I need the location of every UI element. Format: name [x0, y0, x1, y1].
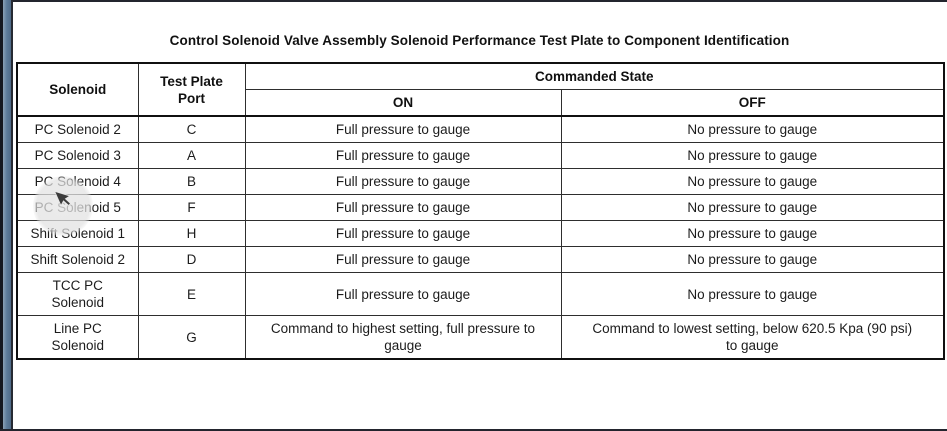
cell-test-plate-port: B: [137, 168, 246, 195]
cell-on-state: Command to highest setting, full pressur…: [244, 315, 562, 360]
table-row: PC Solenoid 3 A Full pressure to gauge N…: [16, 142, 945, 169]
cell-on-state: Full pressure to gauge: [244, 168, 562, 195]
cell-on-state: Full pressure to gauge: [244, 246, 562, 273]
scrollbar-track-border: [11, 0, 13, 431]
left-scrollbar: [0, 0, 14, 431]
col-header-solenoid: Solenoid: [16, 62, 139, 117]
table-row: TCC PC Solenoid E Full pressure to gauge…: [16, 272, 945, 316]
scrollbar-thumb[interactable]: [3, 0, 11, 431]
page-title: Control Solenoid Valve Assembly Solenoid…: [169, 33, 790, 48]
cell-on-state: Full pressure to gauge: [244, 272, 562, 316]
cell-off-state: No pressure to gauge: [560, 246, 945, 273]
cell-test-plate-port: G: [137, 315, 246, 360]
table-header-row-1: Solenoid Test Plate Port Commanded State: [16, 62, 945, 117]
cell-off-state: No pressure to gauge: [560, 115, 945, 143]
cell-off-state: No pressure to gauge: [560, 220, 945, 247]
table-row: Shift Solenoid 2 D Full pressure to gaug…: [16, 246, 945, 273]
cell-off-state: No pressure to gauge: [560, 168, 945, 195]
cell-solenoid: TCC PC Solenoid: [16, 272, 139, 316]
cell-on-state: Full pressure to gauge: [244, 115, 562, 143]
cell-off-state: Command to lowest setting, below 620.5 K…: [560, 315, 945, 360]
solenoid-performance-table: Solenoid Test Plate Port Commanded State…: [16, 62, 945, 360]
window-top-border: [0, 0, 947, 2]
cell-solenoid: Line PC Solenoid: [16, 315, 139, 360]
cell-solenoid: PC Solenoid 4: [16, 168, 139, 195]
cell-solenoid: Shift Solenoid 1: [16, 220, 139, 247]
cell-on-state: Full pressure to gauge: [244, 220, 562, 247]
cell-test-plate-port: D: [137, 246, 246, 273]
col-header-on: ON: [244, 89, 562, 117]
cell-test-plate-port: H: [137, 220, 246, 247]
cell-test-plate-port: A: [137, 142, 246, 169]
cell-test-plate-port: E: [137, 272, 246, 316]
col-header-commanded-state: Commanded State: [244, 62, 945, 90]
col-header-off: OFF: [560, 89, 945, 117]
table-row: Line PC Solenoid G Command to highest se…: [16, 315, 945, 360]
cell-on-state: Full pressure to gauge: [244, 142, 562, 169]
cell-solenoid: PC Solenoid 2: [16, 115, 139, 143]
window-left-edge: [0, 0, 3, 431]
table-row: PC Solenoid 4 B Full pressure to gauge N…: [16, 168, 945, 195]
cell-solenoid: PC Solenoid 5: [16, 194, 139, 221]
table-row: PC Solenoid 2 C Full pressure to gauge N…: [16, 115, 945, 143]
cell-solenoid: PC Solenoid 3: [16, 142, 139, 169]
cell-off-state: No pressure to gauge: [560, 194, 945, 221]
cell-test-plate-port: F: [137, 194, 246, 221]
col-header-test-plate-port: Test Plate Port: [137, 62, 246, 117]
window-bottom-border: [0, 429, 947, 431]
cell-off-state: No pressure to gauge: [560, 272, 945, 316]
table-row: PC Solenoid 5 F Full pressure to gauge N…: [16, 194, 945, 221]
cell-solenoid: Shift Solenoid 2: [16, 246, 139, 273]
cell-test-plate-port: C: [137, 115, 246, 143]
table-row: Shift Solenoid 1 H Full pressure to gaug…: [16, 220, 945, 247]
table-header-row-2: ON OFF: [17, 89, 945, 117]
cell-off-state: No pressure to gauge: [560, 142, 945, 169]
cell-on-state: Full pressure to gauge: [244, 194, 562, 221]
